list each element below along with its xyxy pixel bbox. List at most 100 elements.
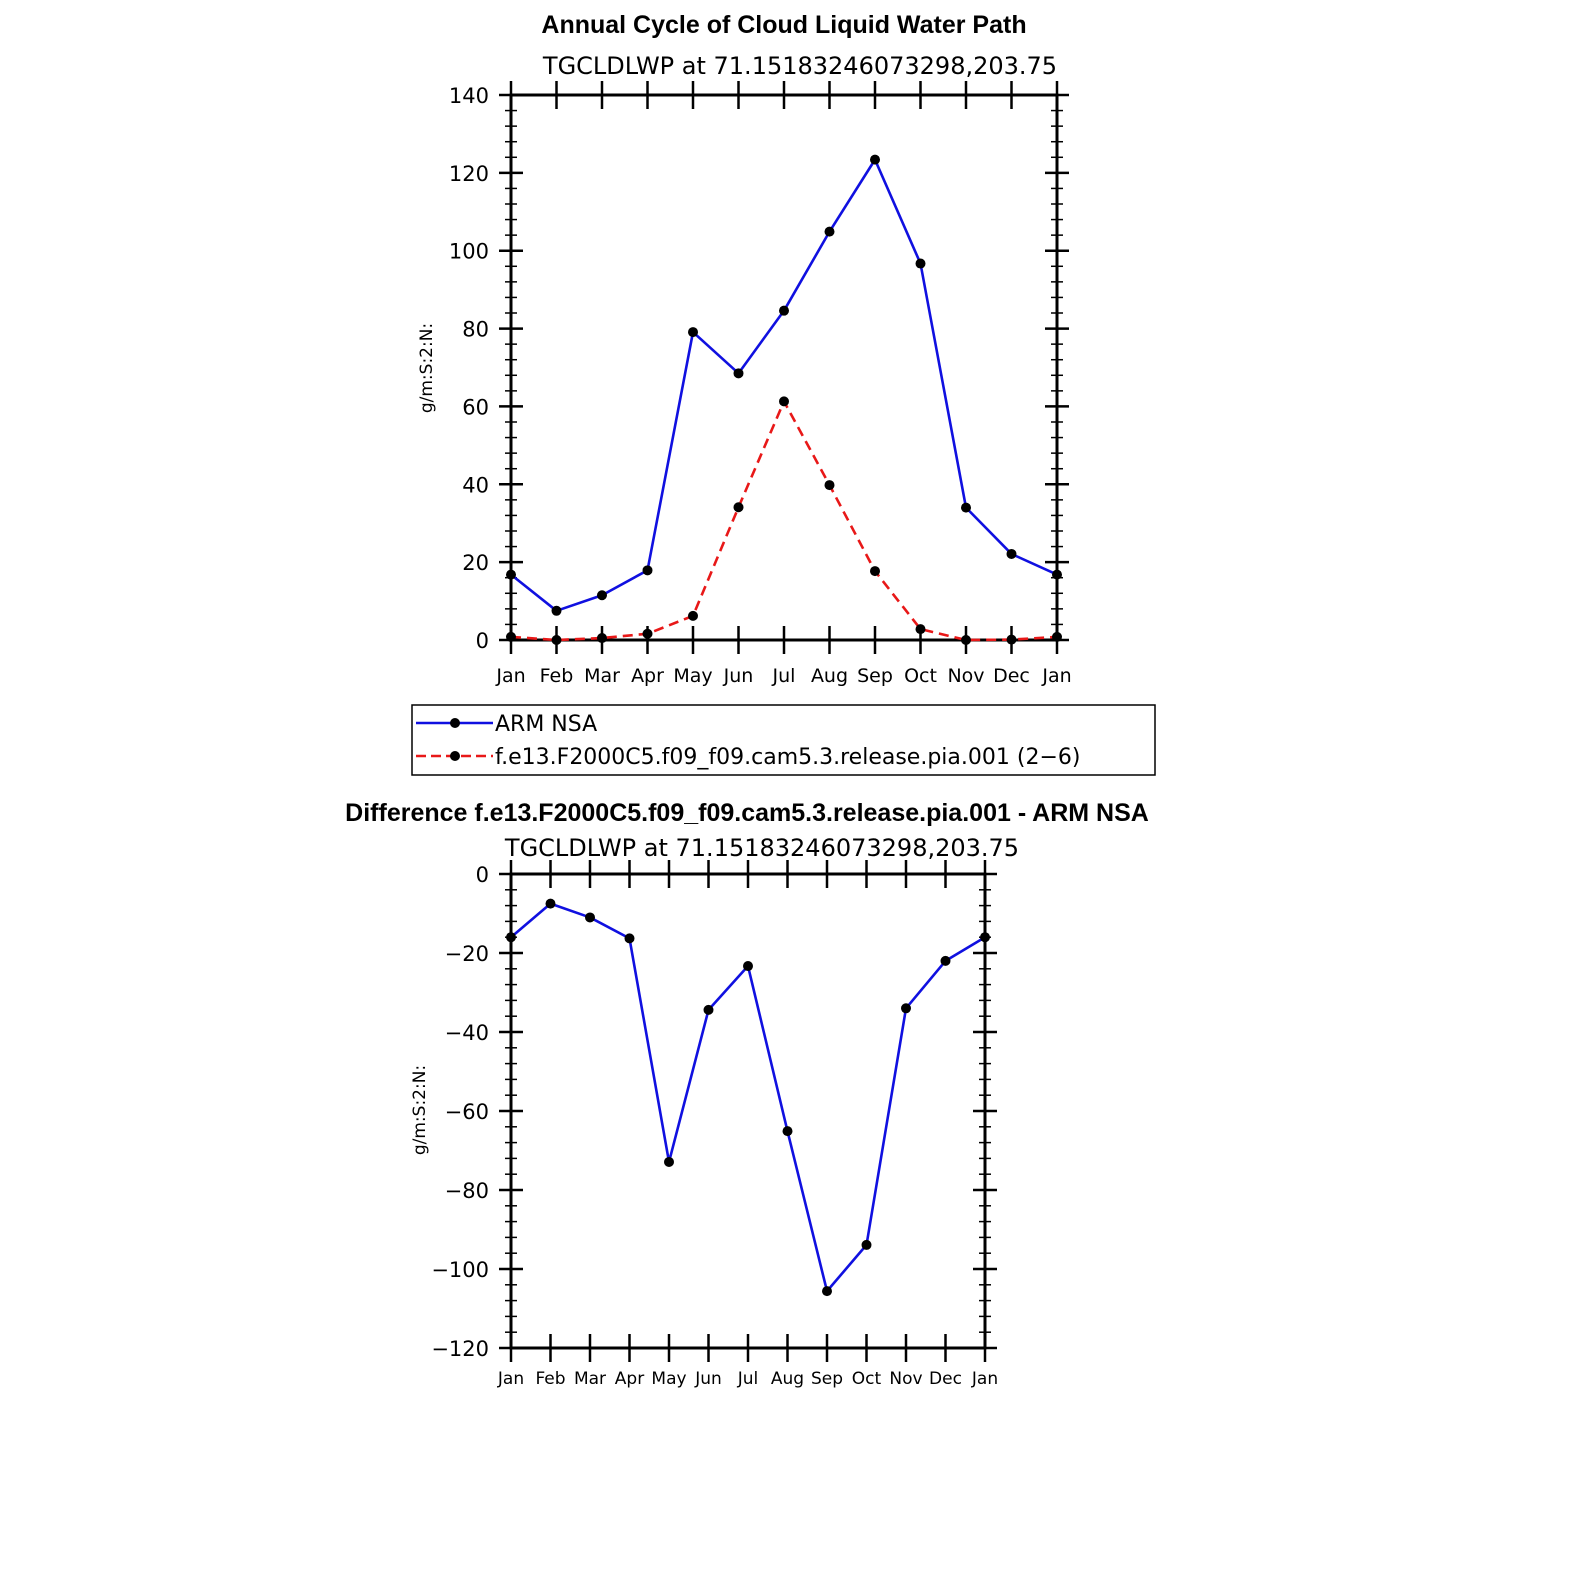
top-series-1-point xyxy=(779,396,789,407)
legend-box xyxy=(411,704,1156,776)
top-plot-area: 0 20 40 60 80 100 120 140 Jan Feb Mar Apr May Jun Jul A… xyxy=(449,81,1072,687)
bottom-xtick-label: Aug xyxy=(771,1369,804,1389)
bottom-series-0-point xyxy=(940,955,951,966)
top-ytick-label: 60 xyxy=(462,395,489,419)
bottom-series-0-point xyxy=(901,1003,911,1014)
bottom-plot-area: 0 −20 −40 −60 −80 −100 −120 Jan Feb Mar Apr May Jun J… xyxy=(431,860,998,1389)
top-xtick-label: Apr xyxy=(631,665,664,687)
bottom-title: Difference f.e13.F2000C5.f09_f09.cam5.3.… xyxy=(345,799,1149,827)
top-series-0-point xyxy=(915,258,926,269)
top-ytick-label: 140 xyxy=(449,84,489,108)
legend-marker-model xyxy=(450,751,460,761)
top-series-0-point xyxy=(506,569,516,580)
top-series-1-point xyxy=(870,566,880,577)
top-xtick-label: Mar xyxy=(584,665,620,687)
bottom-ytick-label: −80 xyxy=(445,1179,489,1203)
bottom-panel: Difference f.e13.F2000C5.f09_f09.cam5.3.… xyxy=(345,799,1149,1389)
top-xtick-label: Dec xyxy=(993,665,1030,687)
top-ylabel: g/m:S:2:N: xyxy=(417,323,437,413)
top-xtick-label: Sep xyxy=(857,665,893,687)
top-series-1-point xyxy=(551,635,562,645)
top-series-0-point xyxy=(824,226,835,237)
bottom-series-0-point xyxy=(545,898,556,909)
top-series-1-point xyxy=(688,610,698,621)
top-series-0-point xyxy=(733,368,744,379)
bottom-series-0-point xyxy=(664,1156,674,1167)
legend-label-model: f.e13.F2000C5.f09_f09.cam5.3.release.pia… xyxy=(495,745,1080,770)
bottom-xtick-label: May xyxy=(651,1369,686,1389)
bottom-xtick-label: Jun xyxy=(694,1369,722,1389)
top-panel: Annual Cycle of Cloud Liquid Water Path … xyxy=(411,11,1156,776)
top-series-1-point xyxy=(506,631,516,642)
top-xtick-label: Jul xyxy=(772,665,796,687)
bottom-xtick-label: Dec xyxy=(929,1369,962,1389)
top-xtick-label: Jun xyxy=(723,665,754,687)
top-frame xyxy=(509,93,1059,642)
top-series-0-point xyxy=(779,305,789,316)
top-xtick-label: Nov xyxy=(947,665,984,687)
bottom-ytick-label: −40 xyxy=(445,1021,489,1045)
bottom-series-0-point xyxy=(703,1004,714,1015)
top-series-line-0 xyxy=(510,158,1058,613)
bottom-series-0-point xyxy=(624,933,635,944)
top-series-1-point xyxy=(961,635,971,645)
bottom-xtick-label: Feb xyxy=(535,1369,565,1389)
bottom-xtick-label: Apr xyxy=(615,1369,644,1389)
legend-entry-model: f.e13.F2000C5.f09_f09.cam5.3.release.pia… xyxy=(416,745,1080,770)
top-series-1-point xyxy=(733,502,744,513)
bottom-series-0-point xyxy=(980,932,990,943)
bottom-ytick-label: −120 xyxy=(431,1337,489,1361)
bottom-series-0-point xyxy=(822,1286,832,1297)
bottom-series-0-point xyxy=(743,961,753,972)
top-subtitle: TGCLDLWP at 71.15183246073298,203.75 xyxy=(542,52,1057,80)
top-xtick-label: Oct xyxy=(904,665,937,687)
bottom-xtick-label: Mar xyxy=(574,1369,606,1389)
bottom-xtick-label: Sep xyxy=(811,1369,843,1389)
top-series-0-point xyxy=(688,327,698,338)
legend-marker-arm-nsa xyxy=(450,718,460,728)
bottom-series-0-point xyxy=(861,1239,872,1250)
top-series-0-point xyxy=(1006,548,1017,559)
bottom-ytick-label: 0 xyxy=(476,863,489,887)
top-xtick-label: May xyxy=(673,665,712,687)
top-series-1-point xyxy=(642,628,653,639)
top-series-0-point xyxy=(642,565,653,576)
top-legend: ARM NSA f.e13.F2000C5.f09_f09.cam5.3.rel… xyxy=(411,704,1156,776)
top-title: Annual Cycle of Cloud Liquid Water Path xyxy=(541,11,1026,39)
top-xtick-label: Jan xyxy=(1041,665,1071,687)
top-series-0-point xyxy=(597,590,607,601)
bottom-series-0-point xyxy=(506,932,516,943)
bottom-subtitle: TGCLDLWP at 71.15183246073298,203.75 xyxy=(504,834,1019,862)
top-series-0-point xyxy=(551,605,562,616)
top-series-1-point xyxy=(1006,634,1017,645)
top-series-1-point xyxy=(1052,631,1062,642)
bottom-xtick-label: Nov xyxy=(889,1369,922,1389)
bottom-ytick-label: −100 xyxy=(431,1258,489,1282)
top-series-0-point xyxy=(961,502,971,513)
top-ytick-label: 120 xyxy=(449,162,489,186)
top-series-1-point xyxy=(597,633,607,644)
legend-entry-arm-nsa: ARM NSA xyxy=(416,712,597,737)
top-ytick-label: 100 xyxy=(449,240,489,264)
top-ytick-label: 80 xyxy=(462,318,489,342)
bottom-frame xyxy=(509,872,987,1350)
top-xtick-label: Jan xyxy=(495,665,525,687)
top-series-1-point xyxy=(824,480,835,491)
top-ytick-label: 0 xyxy=(476,629,489,653)
top-ytick-label: 20 xyxy=(462,551,489,575)
bottom-xtick-label: Jan xyxy=(971,1369,998,1389)
top-series-1-point xyxy=(915,624,926,635)
top-series-0-point xyxy=(870,154,880,165)
bottom-xtick-label: Jul xyxy=(737,1369,759,1389)
top-series-line-1 xyxy=(510,400,1058,642)
legend-label-arm-nsa: ARM NSA xyxy=(495,712,597,737)
bottom-ytick-label: −20 xyxy=(445,942,489,966)
bottom-xtick-label: Oct xyxy=(852,1369,882,1389)
bottom-xtick-label: Jan xyxy=(497,1369,524,1389)
bottom-ytick-label: −60 xyxy=(445,1100,489,1124)
top-series-0-point xyxy=(1052,569,1062,580)
top-ytick-label: 40 xyxy=(462,473,489,497)
bottom-series-0-point xyxy=(585,912,595,923)
bottom-series-0-point xyxy=(782,1126,793,1137)
